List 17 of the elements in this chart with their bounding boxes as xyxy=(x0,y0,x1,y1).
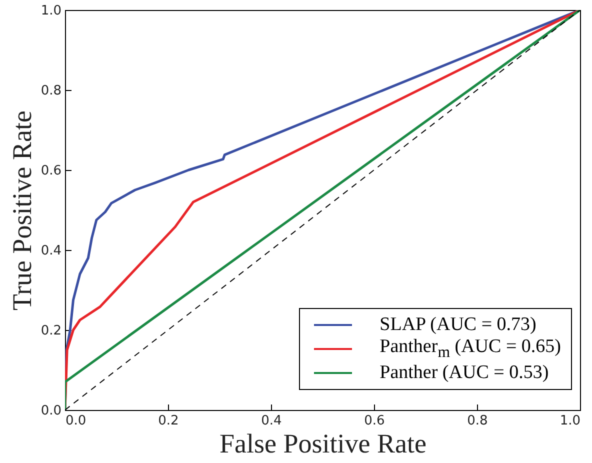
x-tick-label: 0.4 xyxy=(261,414,282,428)
y-tick-label: 1.0 xyxy=(40,4,62,18)
legend-label: Panther (AUC = 0.53) xyxy=(380,362,549,384)
x-tick-label: 0.0 xyxy=(66,414,86,428)
x-tick-label: 0.8 xyxy=(467,414,488,428)
x-axis-title: False Positive Rate xyxy=(220,428,427,458)
y-tick-label: 0.8 xyxy=(40,84,62,98)
y-axis-title: True Positive Rate xyxy=(6,110,37,311)
y-tick-label: 0.2 xyxy=(40,324,62,338)
y-tick-label: 0.6 xyxy=(40,164,62,178)
x-tick-label: 1.0 xyxy=(560,414,580,428)
y-tick-label: 0.4 xyxy=(40,244,62,258)
legend-label: SLAP (AUC = 0.73) xyxy=(380,314,536,336)
x-tick-label: 0.2 xyxy=(158,414,179,428)
x-tick-label: 0.6 xyxy=(364,414,385,428)
y-tick-label: 0.0 xyxy=(40,404,62,418)
legend-label: Panther$_{m}$ (AUC = 0.65) xyxy=(380,336,561,362)
